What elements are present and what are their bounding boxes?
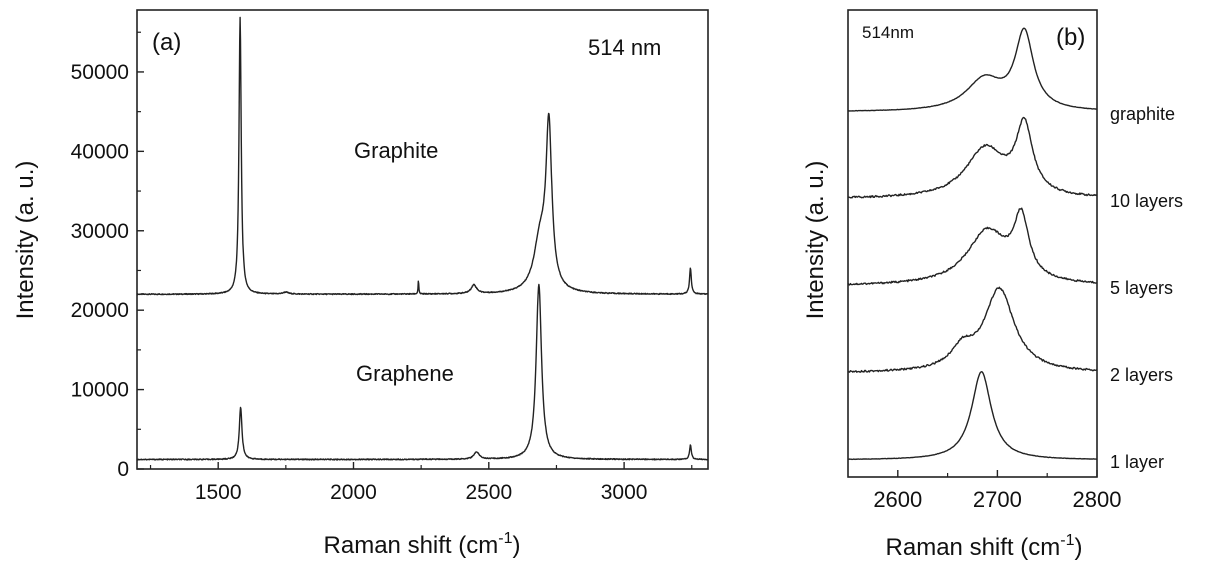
- panel-b-xlabel-main: Raman shift (cm: [886, 534, 1061, 561]
- y-tick-label-20000: 20000: [71, 299, 129, 322]
- series-label-2-layers: 2 layers: [1110, 365, 1173, 385]
- series-label-10-layers: 10 layers: [1110, 191, 1183, 211]
- b-x-tick-label-2800: 2800: [1073, 487, 1122, 512]
- panel-a-x-axis-title: Raman shift (cm-1): [324, 530, 521, 559]
- panel-a-y-axis-title: Intensity (a. u.): [12, 161, 39, 320]
- panel-b-series-labels: graphite 10 layers 5 layers 2 layers 1 layer: [1110, 104, 1183, 472]
- panel-a-y-ticks: 0 10000 20000 30000 40000 50000: [71, 31, 144, 481]
- panel-a: 1500 2000 2500 3000 0 10000 20000 30000 40000 50…: [12, 9, 709, 559]
- x-tick-label-3000: 3000: [601, 481, 648, 504]
- panel-a-label: (a): [152, 29, 181, 56]
- panel-a-frame: [136, 9, 709, 470]
- b-x-tick-label-2700: 2700: [973, 487, 1022, 512]
- x-tick-label-2000: 2000: [330, 481, 377, 504]
- trace-2-layers: [847, 286, 1097, 373]
- y-tick-label-30000: 30000: [71, 220, 129, 243]
- trace-graphite: [136, 16, 709, 296]
- panel-a-xlabel-sup: -1: [498, 530, 512, 547]
- x-tick-label-1500: 1500: [195, 481, 242, 504]
- trace-graphene: [136, 283, 708, 461]
- series-label-5-layers: 5 layers: [1110, 278, 1173, 298]
- series-label-1-layer: 1 layer: [1110, 452, 1164, 472]
- panel-b-wavelength-annotation: 514nm: [862, 23, 914, 42]
- panel-a-x-ticks: 1500 2000 2500 3000: [149, 462, 693, 504]
- panel-b-x-ticks: 2600 2700 2800: [873, 470, 1121, 512]
- trace-graphite: [847, 27, 1097, 112]
- panel-b-label: (b): [1056, 24, 1085, 51]
- trace-5-layers: [847, 207, 1097, 286]
- panel-b-y-axis-title: Intensity (a. u.): [802, 161, 829, 320]
- panel-a-xlabel-end: ): [512, 532, 520, 559]
- trace-10-layers: [847, 116, 1098, 199]
- b-x-tick-label-2600: 2600: [873, 487, 922, 512]
- panel-a-wavelength-annotation: 514 nm: [588, 35, 661, 60]
- panel-b-xlabel-end: ): [1074, 534, 1082, 561]
- y-tick-label-50000: 50000: [71, 61, 129, 84]
- series-label-graphite: graphite: [1110, 104, 1175, 124]
- x-tick-label-2500: 2500: [465, 481, 512, 504]
- series-label-graphene: Graphene: [356, 361, 454, 386]
- panel-b-frame: [847, 9, 1098, 478]
- panel-a-xlabel-main: Raman shift (cm: [324, 532, 499, 559]
- y-tick-label-10000: 10000: [71, 379, 129, 402]
- panel-a-traces: [136, 16, 709, 461]
- panel-b: 2600 2700 2800 graphite 10 layers 5 layers 2 …: [802, 9, 1183, 561]
- panel-b-traces: [847, 27, 1098, 461]
- y-tick-label-40000: 40000: [71, 140, 129, 163]
- series-label-graphite: Graphite: [354, 138, 438, 163]
- y-tick-label-0: 0: [117, 458, 129, 481]
- panel-b-xlabel-sup: -1: [1060, 532, 1074, 549]
- panel-b-x-axis-title: Raman shift (cm-1): [886, 532, 1083, 561]
- trace-1-layer: [848, 371, 1097, 461]
